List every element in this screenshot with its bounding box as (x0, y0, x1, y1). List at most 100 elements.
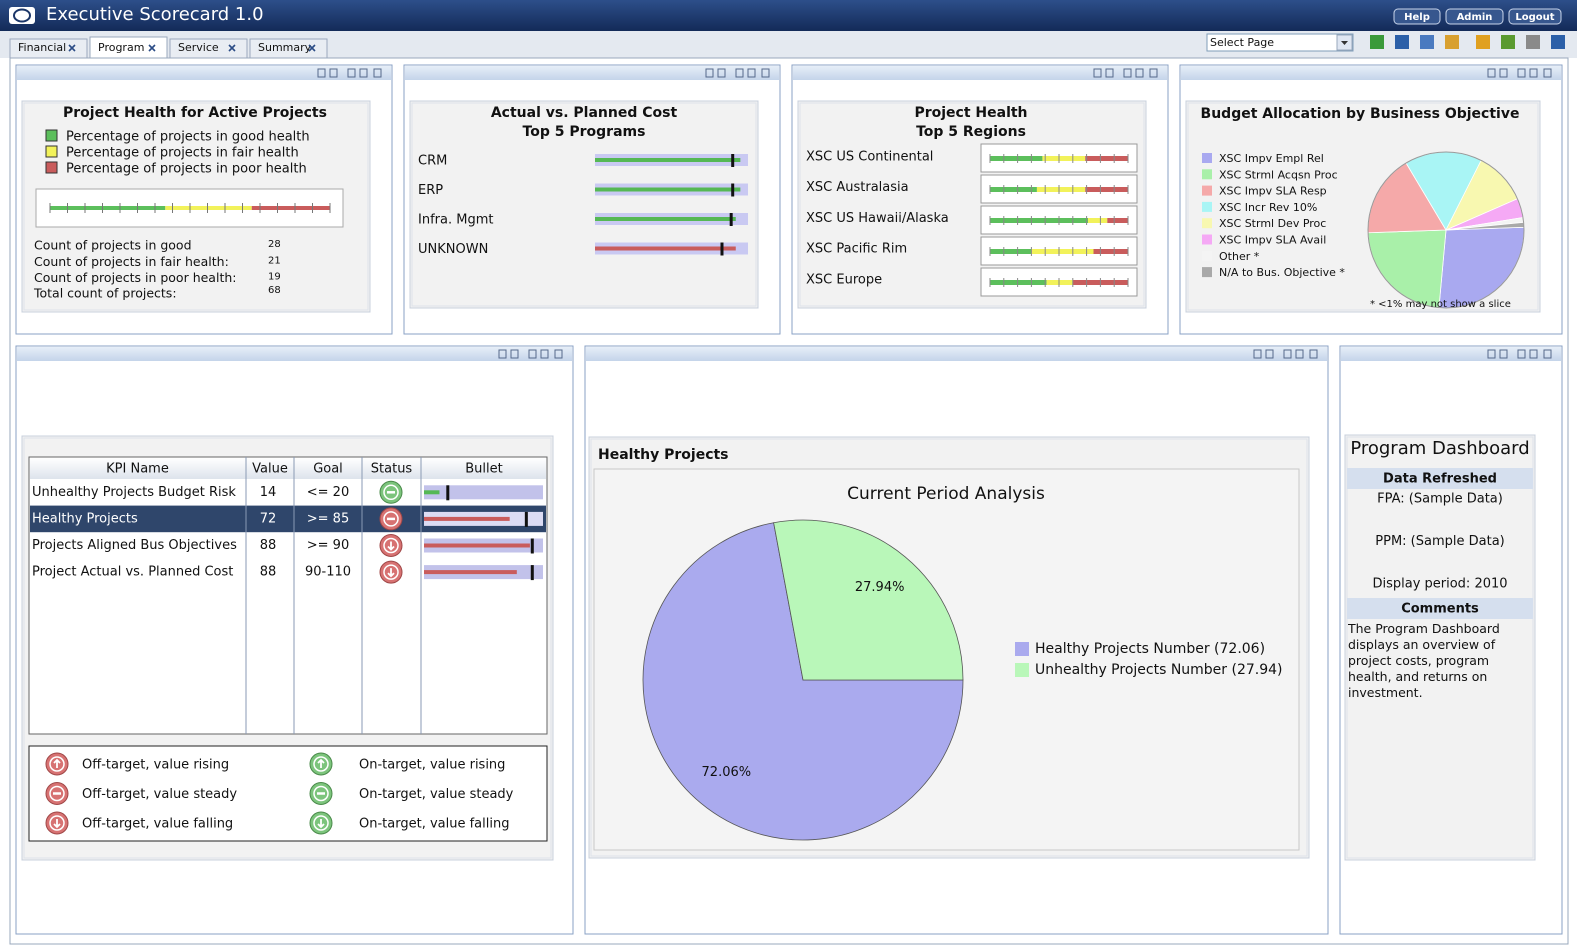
range-fair (1042, 156, 1086, 161)
legend-label: Unhealthy Projects Number (27.94) (1035, 662, 1283, 678)
range-poor (1085, 156, 1128, 161)
panel-tool (1487, 349, 1496, 359)
panel-tool (735, 68, 744, 78)
range-fair (1087, 218, 1108, 223)
panel-tool (1265, 349, 1274, 359)
bullet-target (524, 511, 528, 527)
legend-label: Healthy Projects Number (72.06) (1035, 641, 1265, 657)
legend-swatch (1202, 169, 1212, 180)
legend-label: XSC Strml Acqsn Proc (1219, 168, 1338, 181)
legend-swatch (1015, 642, 1029, 656)
legend-swatch (45, 129, 58, 142)
bullet-target (530, 565, 534, 581)
panel-tool (317, 68, 326, 78)
panel-title: Top 5 Regions (916, 124, 1026, 140)
count-label: Total count of projects: (33, 286, 177, 301)
panel-header (1341, 347, 1561, 361)
panel-tool (373, 68, 382, 78)
column-header: Bullet (465, 462, 502, 477)
column-header: KPI Name (106, 462, 169, 477)
health-segment (251, 206, 330, 210)
header-button[interactable] (1445, 8, 1504, 25)
refresh-line: FPA: (Sample Data) (1377, 492, 1503, 507)
legend-swatch (1202, 267, 1212, 278)
kpi-goal: >= 85 (307, 511, 349, 526)
refresh-line: Display period: 2010 (1372, 577, 1507, 592)
panel-tool (717, 68, 726, 78)
kpi-value: 88 (260, 565, 277, 580)
range-poor (1093, 249, 1128, 254)
panel-tool (1253, 349, 1262, 359)
bullet-actual (595, 158, 741, 162)
range-fair (1036, 187, 1086, 192)
panel-tool (1529, 68, 1538, 78)
legend-swatch (45, 161, 58, 174)
page-select[interactable] (1206, 33, 1354, 52)
tab-label: Service (178, 41, 219, 54)
column-header: Goal (313, 462, 343, 477)
toolbar-icon (1551, 35, 1565, 49)
legend-label: Other * (1219, 250, 1260, 263)
legend-label: XSC Incr Rev 10% (1219, 201, 1317, 214)
legend-swatch (1202, 234, 1212, 245)
range-good (990, 156, 1043, 161)
tab-label: Summary (258, 41, 312, 54)
status-icon-glyph (317, 758, 325, 768)
panel-title: Healthy Projects (598, 447, 729, 463)
panel-tool (1093, 68, 1102, 78)
panel-tool (761, 68, 770, 78)
count-value: 19 (268, 272, 281, 283)
status-legend-label: On-target, value steady (359, 787, 514, 802)
panel-tool (1499, 68, 1508, 78)
inner-frame (411, 102, 757, 307)
refresh-line: PPM: (Sample Data) (1375, 534, 1504, 549)
count-label: Count of projects in fair health: (34, 254, 229, 269)
status-legend-label: On-target, value rising (359, 758, 505, 773)
count-value: 28 (268, 239, 281, 250)
bullet-actual (424, 570, 517, 575)
legend-label: XSC Impv SLA Resp (1219, 185, 1327, 198)
header-button[interactable] (1508, 8, 1562, 25)
status-legend-label: On-target, value falling (359, 817, 509, 832)
bullet-actual (595, 187, 741, 192)
panel-tool (1529, 349, 1538, 359)
tab-close[interactable] (68, 44, 76, 52)
tab-close[interactable] (228, 44, 236, 52)
tab-close[interactable] (308, 44, 316, 52)
panel-tool (705, 68, 714, 78)
status-icon-ring (49, 785, 65, 802)
program-label: ERP (418, 183, 443, 198)
kpi-goal: <= 20 (307, 485, 349, 500)
panel-header (17, 347, 572, 361)
program-label: Infra. Mgmt (418, 213, 493, 228)
page-select-label: Select Page (1210, 36, 1274, 49)
header-button[interactable] (1393, 8, 1441, 25)
kpi-goal: 90-110 (305, 565, 351, 580)
count-label: Count of projects in good (34, 238, 192, 253)
panel-tool (1499, 349, 1508, 359)
legend-label: XSC Impv Empl Rel (1219, 152, 1324, 165)
bullet-actual (424, 490, 440, 495)
tab-close[interactable] (148, 44, 156, 52)
bullet-target (731, 154, 735, 167)
panel-header (405, 66, 779, 80)
header-button-label: Admin (1457, 12, 1493, 23)
bullet-actual (595, 217, 736, 221)
bullet-actual (595, 246, 736, 251)
range-fair (1031, 249, 1094, 254)
status-icon-ring (383, 484, 399, 501)
section-heading: Comments (1401, 602, 1479, 617)
panel-title: Actual vs. Planned Cost (491, 105, 678, 121)
kpi-header (30, 458, 546, 479)
panel-tool (1135, 68, 1144, 78)
kpi-value: 14 (260, 485, 277, 500)
bullet-target (731, 183, 735, 197)
kpi-value: 72 (260, 511, 277, 526)
panel-tool (1543, 68, 1552, 78)
panel-tool (747, 68, 756, 78)
slice-label: 27.94% (855, 580, 905, 595)
panel-title: Top 5 Programs (523, 124, 646, 140)
comments-box: The Program Dashboard displays an overvi… (1348, 621, 1500, 700)
health-segment (50, 206, 166, 210)
footnote: * <1% may not show a slice (1370, 299, 1511, 310)
